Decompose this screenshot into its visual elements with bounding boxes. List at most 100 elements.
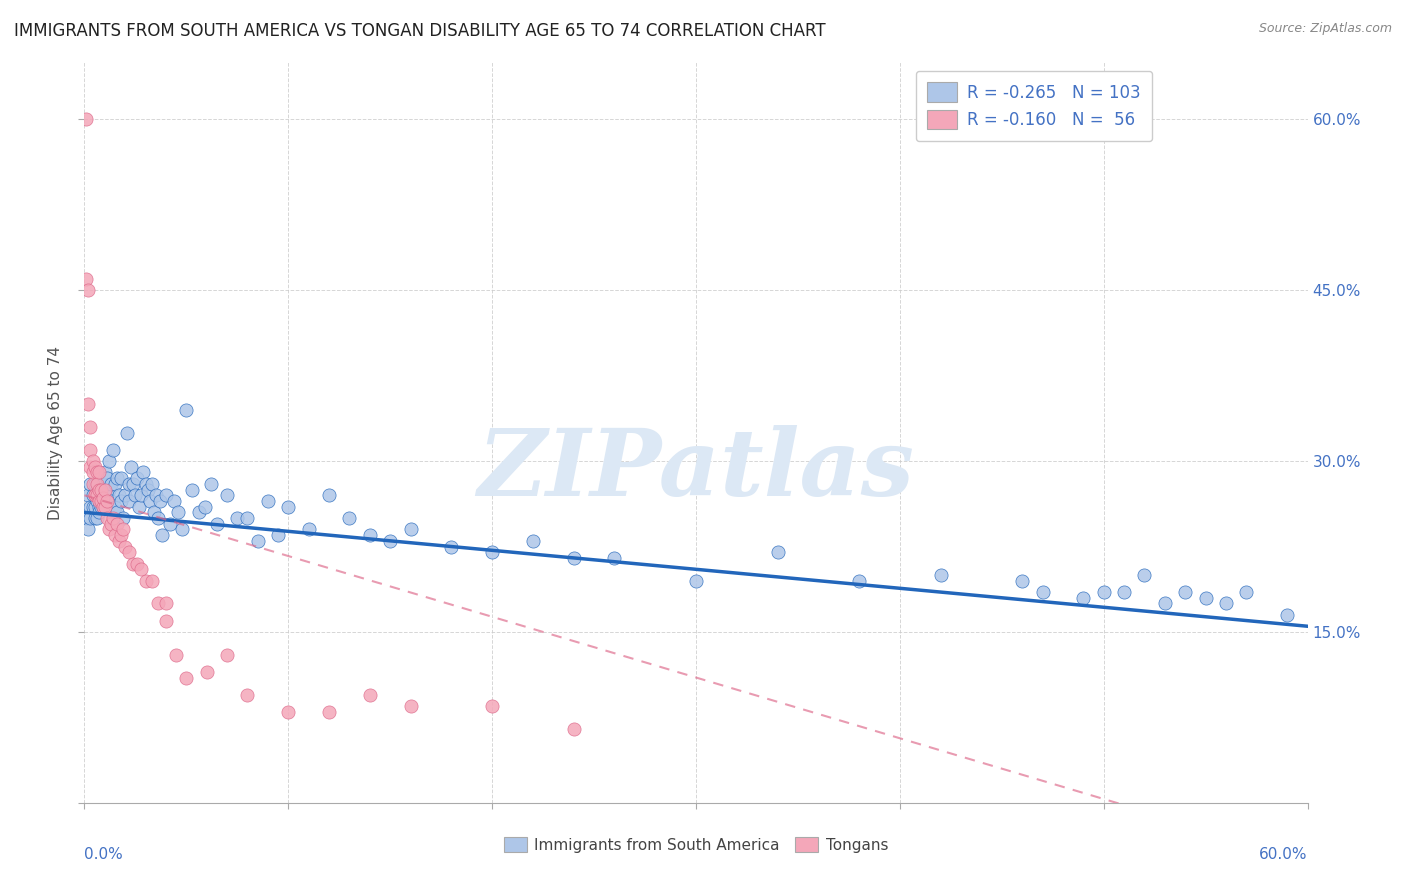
Point bbox=[195, 665, 218, 679]
Point bbox=[155, 488, 177, 502]
Point bbox=[104, 500, 127, 514]
Point bbox=[90, 488, 112, 502]
Point bbox=[124, 488, 146, 502]
Point bbox=[100, 476, 122, 491]
Point bbox=[100, 494, 122, 508]
Point bbox=[79, 500, 101, 514]
Point bbox=[172, 523, 194, 537]
Point bbox=[87, 500, 110, 514]
Point bbox=[104, 528, 127, 542]
Point bbox=[149, 494, 172, 508]
Point bbox=[135, 476, 157, 491]
Point bbox=[97, 483, 120, 497]
Point bbox=[440, 540, 463, 554]
Point bbox=[236, 511, 259, 525]
Point bbox=[217, 488, 239, 502]
Point bbox=[82, 466, 104, 480]
Point bbox=[91, 476, 114, 491]
Point bbox=[135, 574, 157, 588]
Point bbox=[181, 483, 204, 497]
Point bbox=[339, 511, 361, 525]
Point bbox=[114, 540, 136, 554]
Text: IMMIGRANTS FROM SOUTH AMERICA VS TONGAN DISABILITY AGE 65 TO 74 CORRELATION CHAR: IMMIGRANTS FROM SOUTH AMERICA VS TONGAN … bbox=[14, 22, 825, 40]
Point bbox=[246, 533, 269, 548]
Point bbox=[359, 688, 381, 702]
Point bbox=[138, 494, 160, 508]
Point bbox=[127, 471, 149, 485]
Point bbox=[127, 557, 149, 571]
Point bbox=[105, 471, 128, 485]
Point bbox=[79, 476, 101, 491]
Point bbox=[104, 476, 127, 491]
Point bbox=[1236, 585, 1258, 599]
Point bbox=[165, 648, 187, 662]
Point bbox=[298, 523, 321, 537]
Point bbox=[96, 511, 118, 525]
Point bbox=[150, 528, 173, 542]
Point bbox=[141, 476, 163, 491]
Point bbox=[1195, 591, 1218, 605]
Point bbox=[146, 511, 169, 525]
Point bbox=[399, 698, 422, 713]
Point bbox=[562, 722, 585, 736]
Point bbox=[481, 545, 503, 559]
Point bbox=[100, 516, 122, 531]
Point bbox=[1114, 585, 1136, 599]
Point bbox=[142, 505, 165, 519]
Point bbox=[86, 488, 108, 502]
Point bbox=[562, 550, 585, 565]
Point bbox=[82, 488, 104, 502]
Point bbox=[318, 488, 340, 502]
Point bbox=[120, 459, 142, 474]
Point bbox=[93, 466, 115, 480]
Point bbox=[380, 533, 402, 548]
Point bbox=[1092, 585, 1115, 599]
Point bbox=[90, 494, 112, 508]
Point bbox=[101, 442, 124, 457]
Point bbox=[108, 533, 131, 548]
Point bbox=[481, 698, 503, 713]
Point bbox=[118, 545, 141, 559]
Point bbox=[848, 574, 870, 588]
Point bbox=[105, 516, 128, 531]
Point bbox=[267, 528, 290, 542]
Point bbox=[174, 402, 197, 417]
Point bbox=[91, 500, 114, 514]
Point bbox=[112, 523, 135, 537]
Point bbox=[77, 397, 100, 411]
Point bbox=[79, 442, 101, 457]
Y-axis label: Disability Age 65 to 74: Disability Age 65 to 74 bbox=[48, 345, 63, 520]
Point bbox=[77, 523, 100, 537]
Point bbox=[118, 476, 141, 491]
Point bbox=[83, 488, 105, 502]
Point bbox=[132, 466, 155, 480]
Point bbox=[96, 494, 118, 508]
Point bbox=[118, 494, 141, 508]
Point bbox=[1215, 597, 1237, 611]
Point bbox=[277, 705, 299, 719]
Point bbox=[603, 550, 626, 565]
Point bbox=[75, 272, 97, 286]
Point bbox=[128, 500, 150, 514]
Point bbox=[1011, 574, 1033, 588]
Point bbox=[83, 500, 105, 514]
Text: 0.0%: 0.0% bbox=[84, 847, 124, 863]
Point bbox=[200, 476, 222, 491]
Point bbox=[86, 476, 108, 491]
Point bbox=[131, 488, 153, 502]
Point bbox=[112, 511, 135, 525]
Point bbox=[90, 483, 112, 497]
Text: ZIPatlas: ZIPatlas bbox=[478, 425, 914, 515]
Point bbox=[114, 488, 136, 502]
Point bbox=[1154, 597, 1177, 611]
Point bbox=[155, 597, 177, 611]
Point bbox=[91, 500, 114, 514]
Point bbox=[77, 488, 100, 502]
Text: Source: ZipAtlas.com: Source: ZipAtlas.com bbox=[1258, 22, 1392, 36]
Point bbox=[1073, 591, 1095, 605]
Point bbox=[187, 505, 209, 519]
Point bbox=[79, 511, 101, 525]
Point bbox=[131, 562, 153, 576]
Point bbox=[93, 500, 115, 514]
Point bbox=[167, 505, 190, 519]
